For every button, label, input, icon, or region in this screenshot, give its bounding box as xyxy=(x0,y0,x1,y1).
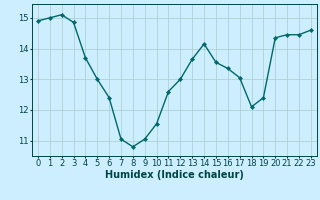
X-axis label: Humidex (Indice chaleur): Humidex (Indice chaleur) xyxy=(105,170,244,180)
